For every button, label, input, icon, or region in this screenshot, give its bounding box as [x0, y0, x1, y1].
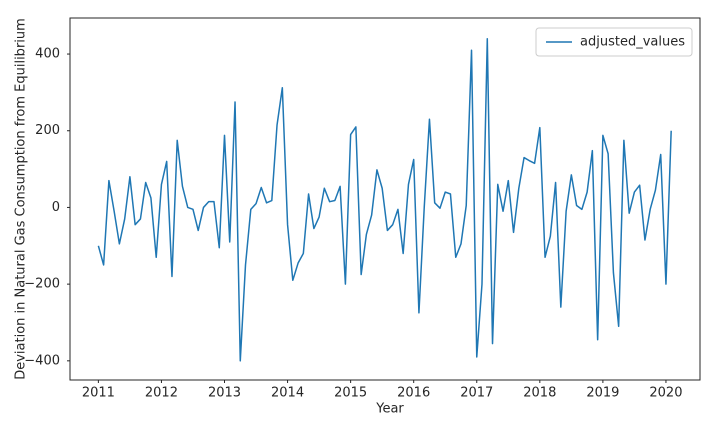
y-axis-label: Deviation in Natural Gas Consumption fro…	[14, 18, 29, 380]
x-tick-label: 2018	[523, 386, 556, 401]
y-tick-label: −400	[24, 353, 60, 368]
x-tick-label: 2019	[586, 386, 619, 401]
plot-frame	[69, 17, 701, 381]
data-line	[97, 37, 672, 362]
x-axis-label: Year	[375, 402, 404, 417]
x-tick-label: 2015	[334, 386, 367, 401]
x-tick-label: 2012	[145, 386, 178, 401]
x-tick-label: 2011	[82, 386, 115, 401]
legend-label: adjusted_values	[580, 35, 685, 50]
y-tick-label: −200	[24, 277, 60, 292]
y-tick-label: 400	[35, 47, 60, 62]
y-tick-label: 200	[35, 123, 60, 138]
x-tick-label: 2016	[397, 386, 430, 401]
y-tick-label: 0	[52, 200, 60, 215]
x-tick-label: 2020	[649, 386, 682, 401]
x-tick-label: 2017	[460, 386, 493, 401]
x-tick-label: 2013	[208, 386, 241, 401]
x-tick-label: 2014	[271, 386, 304, 401]
legend-box	[535, 27, 693, 57]
